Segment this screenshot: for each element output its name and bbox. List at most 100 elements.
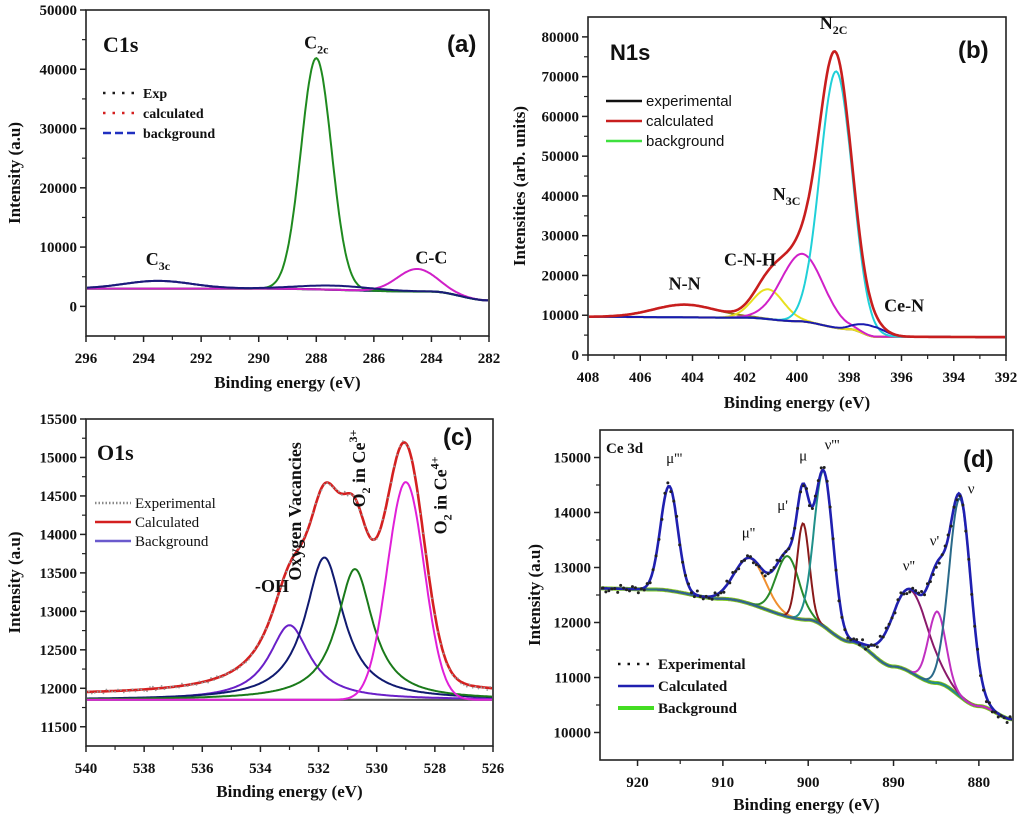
panel-title: Ce 3d	[606, 441, 644, 457]
peak-annotation: C-C	[415, 248, 447, 268]
experimental-point	[370, 537, 372, 539]
x-tick-label: 284	[420, 351, 443, 367]
legend-label: Background	[135, 534, 209, 550]
experimental-point	[108, 689, 111, 692]
experimental-point	[181, 682, 183, 685]
y-tick-label: 10000	[554, 726, 592, 742]
experimental-point	[451, 673, 454, 676]
experimental-point	[734, 569, 738, 573]
experimental-point	[628, 589, 631, 593]
x-tick-label: 288	[305, 351, 328, 367]
experimental-point	[314, 502, 317, 505]
y-axis-label: Intensity (a.u)	[525, 544, 544, 646]
experimental-point	[987, 701, 991, 705]
experimental-point	[247, 658, 250, 661]
experimental-point	[695, 589, 699, 593]
experimental-point	[175, 686, 178, 689]
y-tick-label: 0	[572, 348, 580, 364]
experimental-point	[825, 479, 829, 483]
experimental-point	[239, 666, 241, 668]
series-background	[87, 279, 488, 302]
x-tick-label: 408	[577, 370, 600, 386]
series-u-	[601, 556, 1012, 721]
experimental-point	[285, 570, 288, 573]
experimental-point	[387, 496, 390, 499]
panel-label: (b)	[958, 37, 989, 64]
experimental-point	[183, 684, 186, 687]
experimental-point	[967, 557, 971, 561]
legend-label: Exp	[143, 87, 167, 102]
panel-label: (c)	[443, 424, 472, 451]
experimental-point	[198, 680, 201, 683]
experimental-point	[893, 611, 897, 615]
x-tick-label: 910	[712, 775, 735, 791]
series-calculated	[589, 49, 1005, 339]
experimental-point	[760, 571, 764, 575]
experimental-point	[852, 637, 856, 641]
experimental-point	[390, 481, 393, 484]
peak-annotation: μ'''	[666, 451, 682, 467]
experimental-point	[375, 538, 378, 540]
experimental-point	[984, 700, 988, 704]
experimental-point	[358, 509, 361, 511]
experimental-point	[660, 517, 664, 521]
experimental-point	[279, 586, 282, 589]
series-v	[601, 497, 1012, 721]
experimental-point	[866, 645, 870, 649]
experimental-point	[134, 690, 137, 693]
experimental-point	[601, 587, 602, 590]
experimental-point	[943, 544, 947, 548]
experimental-point	[122, 691, 125, 694]
experimental-point	[439, 643, 442, 645]
experimental-point	[189, 683, 192, 686]
experimental-point	[772, 566, 776, 570]
y-tick-label: 20000	[542, 268, 580, 284]
experimental-point	[819, 466, 823, 470]
experimental-point	[428, 574, 430, 577]
experimental-point	[751, 561, 755, 565]
peak-annotation: μ''	[742, 525, 756, 541]
x-tick-label: 396	[890, 370, 913, 386]
experimental-point	[265, 627, 268, 630]
experimental-point	[274, 602, 276, 605]
experimental-point	[384, 509, 387, 512]
experimental-point	[607, 589, 611, 593]
experimental-point	[787, 547, 791, 551]
series-c-n-h-component	[589, 288, 1005, 339]
plot-area	[87, 57, 488, 302]
experimental-point	[940, 553, 944, 557]
experimental-point	[128, 690, 131, 693]
experimental-point	[291, 558, 294, 561]
x-tick-label: 400	[786, 370, 809, 386]
plot-area	[589, 49, 1005, 339]
y-tick-label: 12500	[40, 643, 78, 659]
experimental-point	[937, 561, 941, 565]
experimental-point	[896, 598, 900, 602]
peak-annotation: Ce-N	[884, 295, 924, 315]
y-tick-label: 12000	[40, 681, 78, 697]
experimental-point	[923, 593, 926, 597]
experimental-point	[204, 681, 207, 683]
experimental-point	[99, 690, 102, 693]
legend-label: Calculated	[135, 515, 200, 531]
y-tick-label: 70000	[542, 70, 580, 86]
peak-annotation: μ'	[777, 498, 788, 514]
x-tick-label: 290	[247, 351, 270, 367]
experimental-point	[480, 686, 483, 689]
experimental-point	[343, 490, 346, 493]
experimental-point	[990, 710, 994, 714]
y-tick-label: 13500	[40, 566, 78, 582]
experimental-point	[140, 688, 143, 691]
experimental-point	[955, 498, 959, 502]
experimental-point	[925, 582, 929, 586]
experimental-point	[878, 634, 882, 638]
peak-annotation: Oxygen Vacancies	[285, 442, 305, 581]
peak-annotation: O2 in Ce3+	[346, 429, 373, 507]
experimental-point	[367, 531, 369, 533]
experimental-point	[401, 440, 404, 443]
legend-label: experimental	[646, 93, 732, 110]
experimental-point	[186, 685, 189, 688]
experimental-point	[300, 541, 303, 544]
y-tick-label: 14000	[40, 527, 78, 543]
y-tick-label: 13000	[554, 561, 592, 577]
